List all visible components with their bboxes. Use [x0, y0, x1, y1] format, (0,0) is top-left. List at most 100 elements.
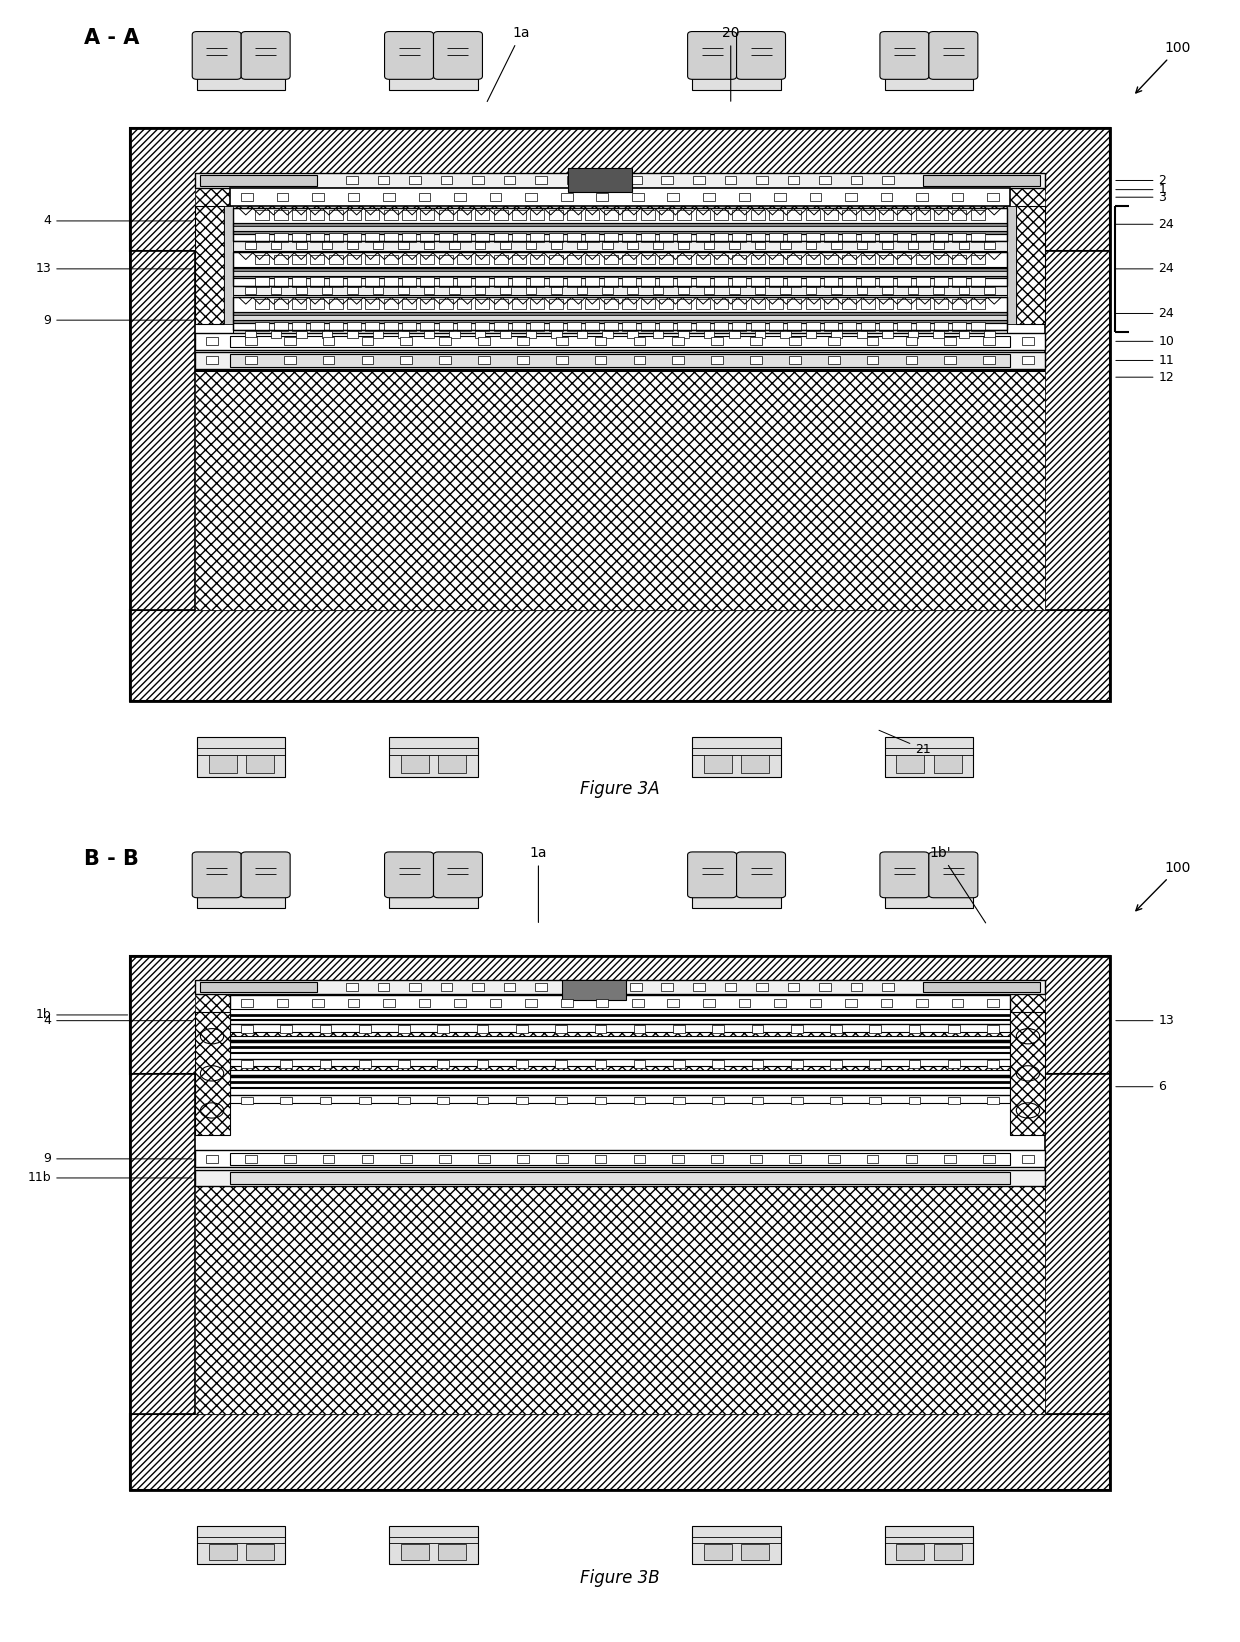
- Text: 24: 24: [1116, 263, 1174, 276]
- Bar: [130, 1414, 1110, 1491]
- Bar: [536, 984, 547, 990]
- Bar: [934, 330, 944, 338]
- Bar: [667, 194, 680, 202]
- Bar: [842, 210, 857, 220]
- Bar: [420, 277, 434, 287]
- Bar: [634, 1061, 646, 1067]
- Bar: [672, 356, 684, 365]
- Text: B - B: B - B: [84, 849, 139, 869]
- Bar: [714, 322, 728, 332]
- Bar: [479, 337, 490, 345]
- Bar: [861, 210, 874, 220]
- Bar: [531, 277, 544, 287]
- Bar: [195, 1151, 1045, 1167]
- Bar: [879, 255, 893, 264]
- Bar: [806, 322, 820, 332]
- Bar: [934, 755, 961, 773]
- Bar: [291, 233, 306, 241]
- FancyBboxPatch shape: [929, 31, 978, 79]
- Bar: [828, 337, 839, 345]
- Bar: [255, 322, 269, 332]
- Bar: [383, 1000, 394, 1007]
- Bar: [531, 255, 544, 264]
- Bar: [604, 299, 618, 309]
- Bar: [825, 277, 838, 287]
- Bar: [739, 1000, 750, 1007]
- Bar: [678, 241, 689, 250]
- Bar: [677, 210, 691, 220]
- Bar: [449, 330, 460, 338]
- Bar: [952, 322, 966, 332]
- Bar: [310, 233, 324, 241]
- Bar: [787, 255, 801, 264]
- Bar: [229, 355, 1011, 366]
- Bar: [971, 255, 985, 264]
- Bar: [879, 299, 893, 309]
- Bar: [526, 330, 536, 338]
- Bar: [274, 210, 288, 220]
- Bar: [366, 277, 379, 287]
- Bar: [830, 1025, 842, 1033]
- Bar: [516, 1061, 528, 1067]
- Bar: [831, 330, 842, 338]
- Bar: [494, 233, 507, 241]
- Bar: [490, 194, 501, 202]
- Bar: [703, 194, 714, 202]
- Bar: [842, 299, 857, 309]
- Bar: [296, 241, 306, 250]
- Text: 20: 20: [722, 26, 739, 102]
- Bar: [714, 277, 728, 287]
- Bar: [526, 287, 536, 294]
- Bar: [673, 1025, 684, 1033]
- Bar: [472, 984, 484, 990]
- Text: 21: 21: [879, 731, 931, 755]
- Bar: [947, 1097, 960, 1105]
- Bar: [1007, 205, 1017, 323]
- Bar: [806, 287, 816, 294]
- Bar: [769, 255, 782, 264]
- FancyBboxPatch shape: [384, 31, 434, 79]
- Bar: [677, 233, 691, 241]
- Bar: [130, 1074, 195, 1414]
- FancyBboxPatch shape: [192, 31, 241, 79]
- Bar: [696, 277, 709, 287]
- Bar: [347, 255, 361, 264]
- Bar: [851, 176, 862, 184]
- Bar: [787, 322, 801, 332]
- Bar: [733, 255, 746, 264]
- Bar: [945, 1154, 956, 1163]
- Bar: [458, 210, 471, 220]
- Bar: [696, 210, 709, 220]
- Bar: [284, 356, 295, 365]
- Bar: [712, 1154, 723, 1163]
- Bar: [846, 194, 857, 202]
- Bar: [567, 984, 579, 990]
- Bar: [475, 210, 490, 220]
- Bar: [274, 322, 288, 332]
- Text: Figure 3A: Figure 3A: [580, 780, 660, 798]
- Bar: [810, 1000, 821, 1007]
- Bar: [567, 210, 582, 220]
- Bar: [604, 277, 618, 287]
- Bar: [347, 277, 361, 287]
- Bar: [246, 241, 255, 250]
- Bar: [284, 1154, 295, 1163]
- Bar: [567, 299, 582, 309]
- Bar: [923, 176, 1039, 186]
- FancyBboxPatch shape: [241, 852, 290, 898]
- Bar: [536, 176, 547, 184]
- Bar: [438, 1097, 449, 1105]
- Bar: [280, 1025, 293, 1033]
- Bar: [373, 241, 383, 250]
- Bar: [296, 330, 306, 338]
- Bar: [951, 194, 963, 202]
- Bar: [774, 1000, 786, 1007]
- Bar: [596, 194, 608, 202]
- Bar: [934, 1543, 961, 1560]
- Bar: [806, 233, 820, 241]
- Bar: [458, 299, 471, 309]
- Bar: [233, 320, 1007, 323]
- Bar: [347, 299, 361, 309]
- Bar: [828, 356, 839, 365]
- Bar: [255, 233, 269, 241]
